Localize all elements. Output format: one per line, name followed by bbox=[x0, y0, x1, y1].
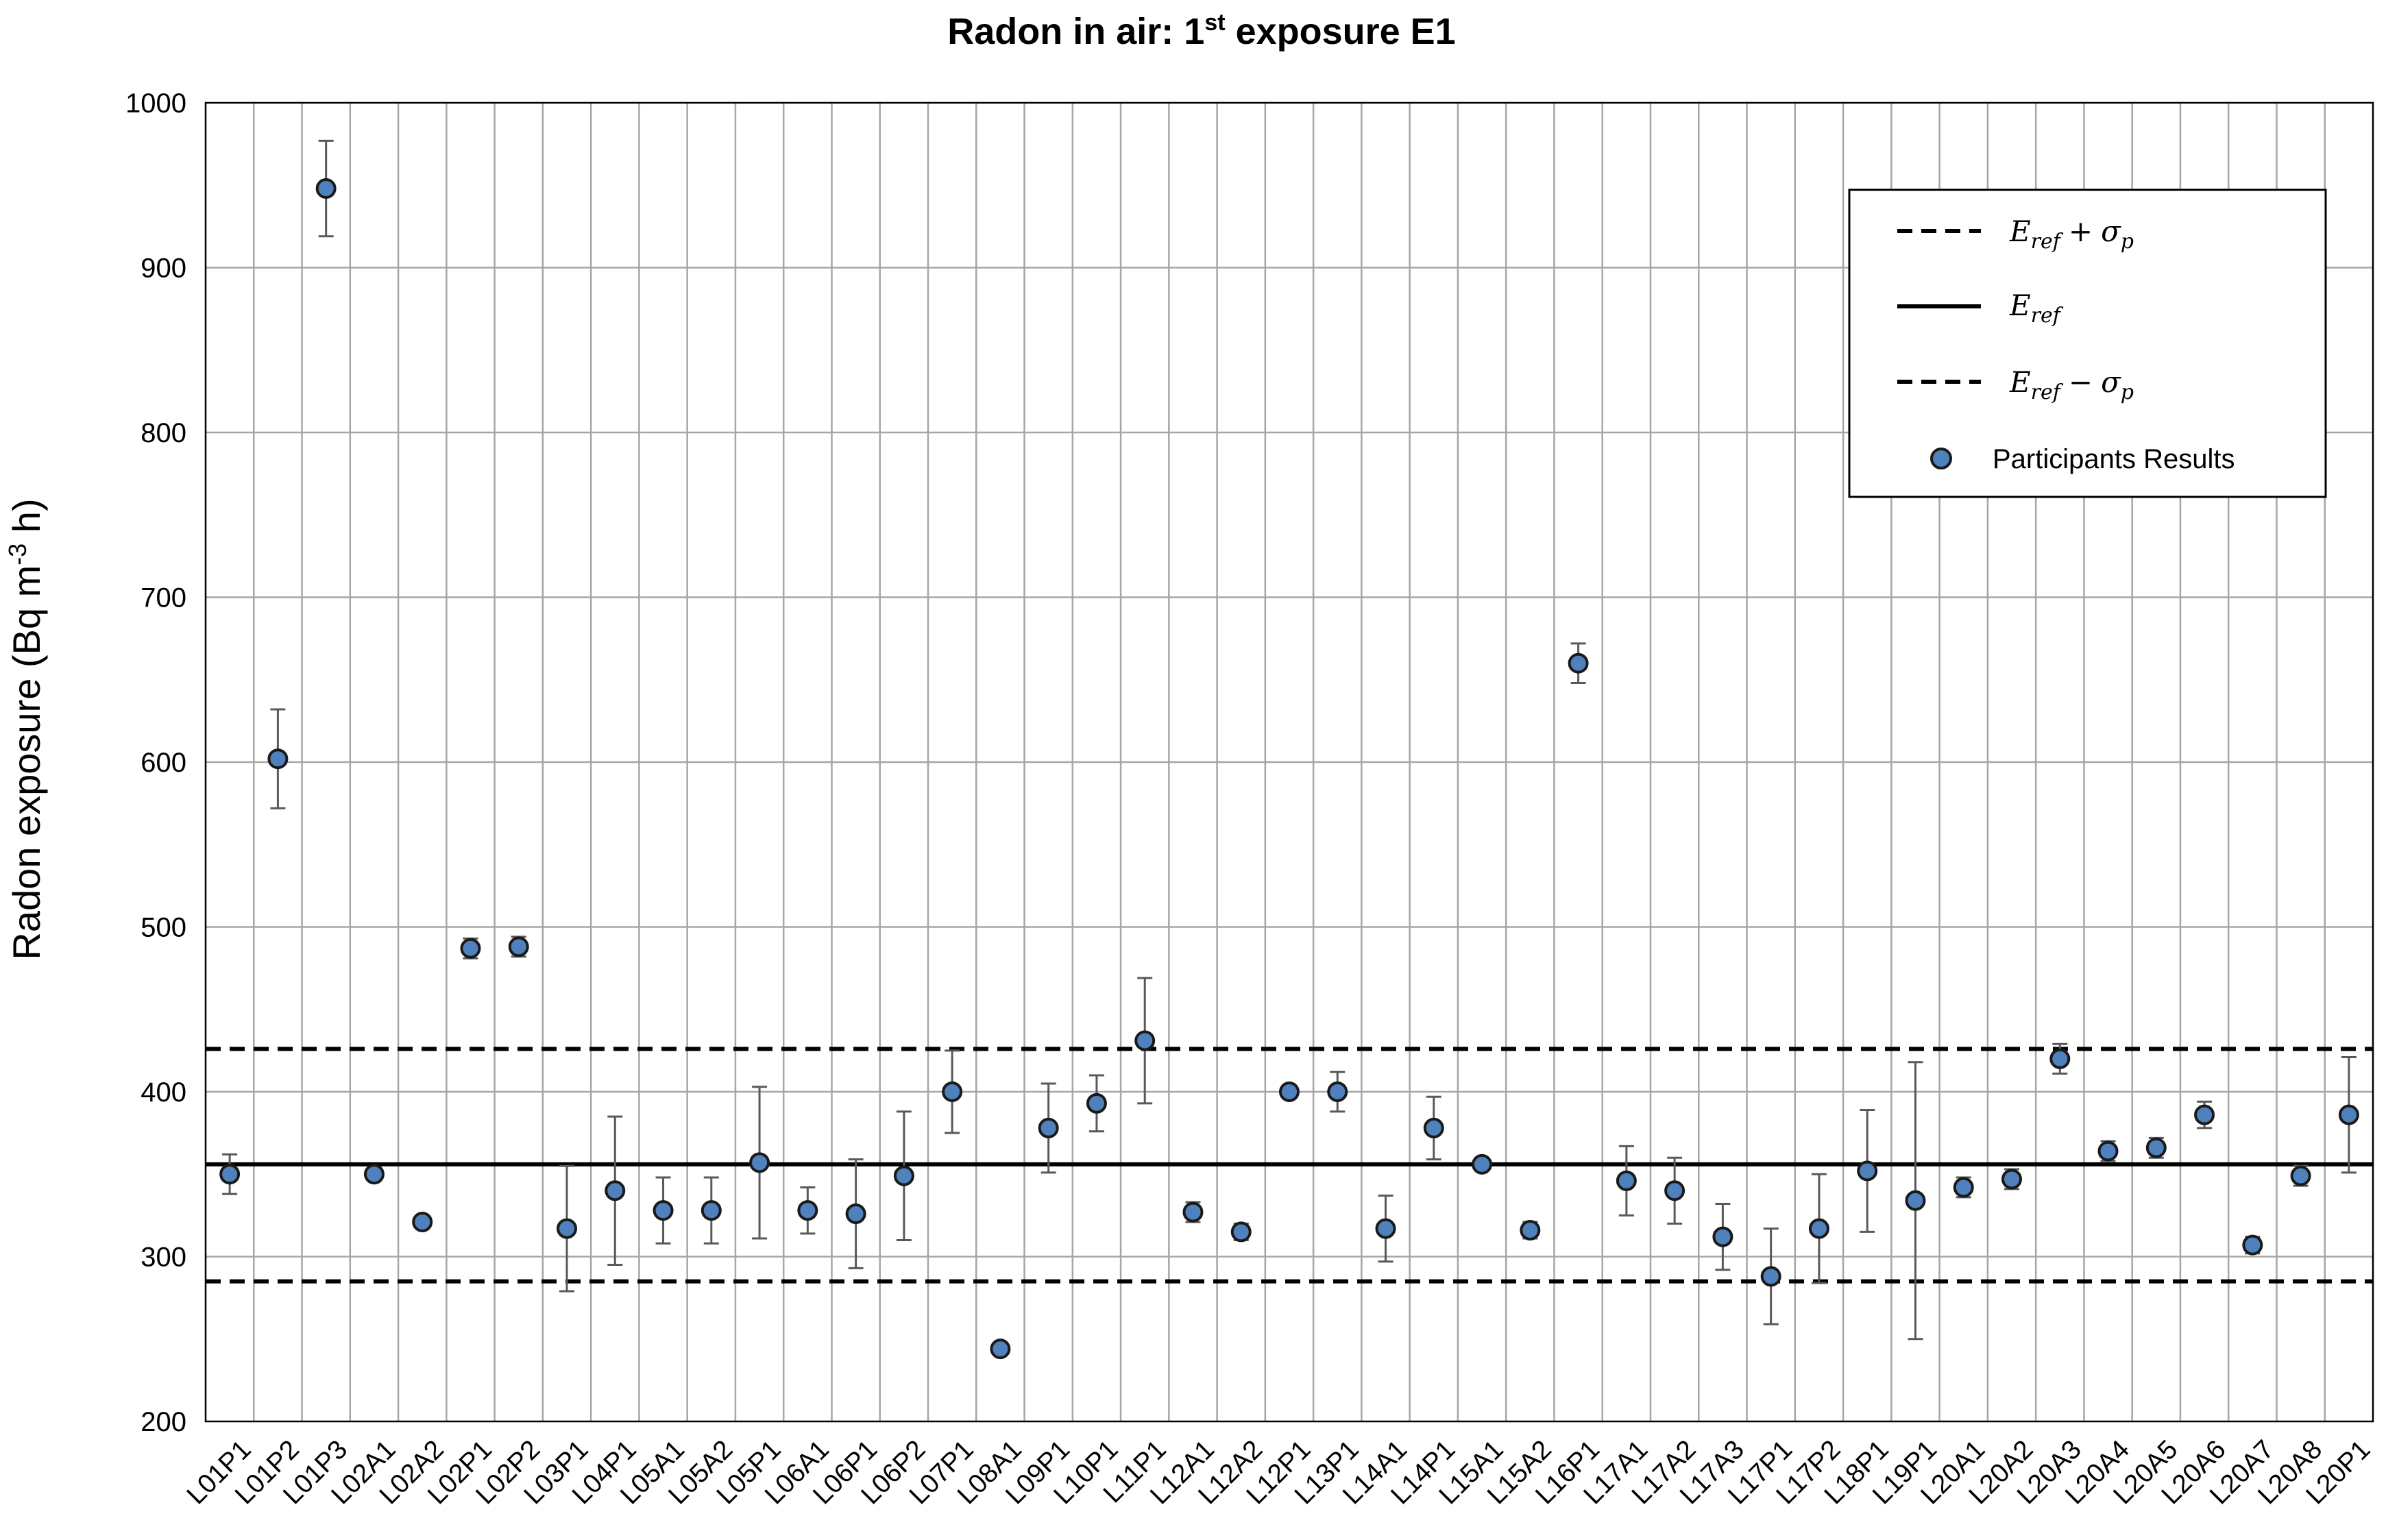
legend-marker-swatch bbox=[1930, 448, 1952, 469]
legend-lower-sigma-sub: p bbox=[2121, 380, 2134, 404]
x-tick-labels: L01P1L01P2L01P3L02A1L02A2L02P1L02P2L03P1… bbox=[182, 1434, 2376, 1510]
legend-upper-sigma: σ bbox=[2101, 215, 2121, 248]
y-axis-title: Radon exposure (Bq m-3 h) bbox=[3, 498, 48, 960]
chart-title-main: Radon in air: 1 bbox=[947, 11, 1204, 52]
legend-participants-label: Participants Results bbox=[1993, 444, 2235, 474]
data-point-L10P1 bbox=[1086, 1092, 1107, 1114]
plot-frame bbox=[204, 101, 2374, 1423]
legend-lower-op: − bbox=[2069, 365, 2093, 399]
data-point-L14A1 bbox=[1375, 1218, 1396, 1239]
legend-box bbox=[1848, 188, 2327, 498]
data-point-L20A8 bbox=[2290, 1165, 2311, 1186]
y-tick-label: 700 bbox=[141, 583, 186, 613]
y-tick-label: 600 bbox=[141, 748, 186, 778]
data-point-L06P1 bbox=[845, 1203, 866, 1224]
data-point-L06A1 bbox=[797, 1200, 818, 1221]
data-point-L16P1 bbox=[1568, 652, 1589, 674]
y-tick-label: 1000 bbox=[125, 88, 186, 119]
y-tick-label: 900 bbox=[141, 254, 186, 284]
data-point-L12P1 bbox=[1279, 1081, 1300, 1102]
y-tick-label: 500 bbox=[141, 913, 186, 943]
legend-lower-base: E bbox=[2009, 365, 2031, 399]
data-point-L01P3 bbox=[315, 178, 337, 199]
data-point-L13P1 bbox=[1327, 1081, 1348, 1102]
data-point-L17P1 bbox=[1760, 1266, 1781, 1287]
data-point-L17A3 bbox=[1712, 1226, 1733, 1247]
data-point-L06P2 bbox=[893, 1165, 914, 1186]
data-point-L20A5 bbox=[2145, 1137, 2167, 1158]
data-point-L04P1 bbox=[605, 1180, 626, 1201]
legend-lower-sub: ref bbox=[2031, 380, 2064, 404]
data-point-L05A2 bbox=[701, 1200, 722, 1221]
legend-ref-base: E bbox=[2009, 289, 2031, 322]
data-point-L17A1 bbox=[1616, 1170, 1637, 1191]
data-point-L11P1 bbox=[1134, 1030, 1156, 1051]
data-point-L18P1 bbox=[1857, 1160, 1878, 1182]
legend: Eref + σp Eref Eref − σp Participants Result… bbox=[1848, 188, 2327, 498]
data-point-L09P1 bbox=[1038, 1117, 1059, 1138]
data-point-L20A1 bbox=[1953, 1177, 1974, 1198]
legend-upper-op: + bbox=[2069, 215, 2093, 248]
y-axis-title-sup: -3 bbox=[3, 543, 32, 565]
data-point-L03P1 bbox=[557, 1218, 577, 1239]
data-point-L12A1 bbox=[1182, 1201, 1204, 1223]
data-point-L02A2 bbox=[412, 1211, 433, 1232]
legend-upper-base: E bbox=[2009, 215, 2031, 248]
legend-upper-sub: ref bbox=[2031, 230, 2064, 254]
data-point-L08A1 bbox=[990, 1339, 1011, 1360]
data-point-L12A2 bbox=[1230, 1221, 1252, 1243]
data-point-L14P1 bbox=[1423, 1117, 1444, 1138]
grid bbox=[206, 103, 2373, 1421]
data-point-L05A1 bbox=[653, 1200, 674, 1221]
data-point-L15A2 bbox=[1520, 1220, 1541, 1241]
legend-upper-sigma-sub: p bbox=[2121, 230, 2134, 254]
data-point-L17A2 bbox=[1664, 1180, 1685, 1201]
data-point-L20A7 bbox=[2242, 1234, 2263, 1256]
legend-ref-sub: ref bbox=[2031, 304, 2064, 328]
chart-title-rest: exposure E1 bbox=[1226, 11, 1456, 52]
y-axis-title-main: Radon exposure (Bq m bbox=[5, 565, 48, 960]
legend-lower-sigma: σ bbox=[2101, 365, 2121, 399]
data-point-L05P1 bbox=[749, 1152, 770, 1173]
legend-ref-label: Eref bbox=[2009, 289, 2064, 328]
legend-upper-label: Eref + σp bbox=[2009, 215, 2134, 254]
data-point-L20A6 bbox=[2194, 1104, 2215, 1125]
y-tick-label: 200 bbox=[141, 1407, 186, 1437]
data-point-L20A3 bbox=[2049, 1048, 2071, 1069]
y-axis-title-rest: h) bbox=[5, 498, 48, 543]
chart-title: Radon in air: 1st exposure E1 bbox=[947, 10, 1455, 52]
data-point-L02A1 bbox=[363, 1164, 385, 1185]
data-point-L15A1 bbox=[1472, 1153, 1493, 1175]
y-tick-label: 800 bbox=[141, 418, 186, 448]
data-point-L20A2 bbox=[2001, 1169, 2022, 1190]
legend-lower-label: Eref − σp bbox=[2009, 365, 2134, 404]
data-point-L07P1 bbox=[942, 1081, 963, 1102]
data-point-L20P1 bbox=[2338, 1104, 2359, 1125]
data-point-L19P1 bbox=[1905, 1190, 1926, 1211]
data-point-L02P2 bbox=[508, 936, 529, 957]
data-point-L20A4 bbox=[2097, 1140, 2119, 1162]
y-tick-labels: 200 300 400 500 600 700 800 900 1000 bbox=[125, 88, 186, 1437]
y-tick-label: 400 bbox=[141, 1077, 186, 1108]
data-point-L17P2 bbox=[1808, 1218, 1829, 1239]
chart-title-sup: st bbox=[1204, 10, 1225, 36]
data-point-L02P1 bbox=[460, 938, 481, 959]
data-points bbox=[219, 178, 2359, 1360]
data-point-L01P1 bbox=[219, 1164, 241, 1185]
data-point-L01P2 bbox=[267, 748, 289, 770]
y-tick-label: 300 bbox=[141, 1243, 186, 1273]
